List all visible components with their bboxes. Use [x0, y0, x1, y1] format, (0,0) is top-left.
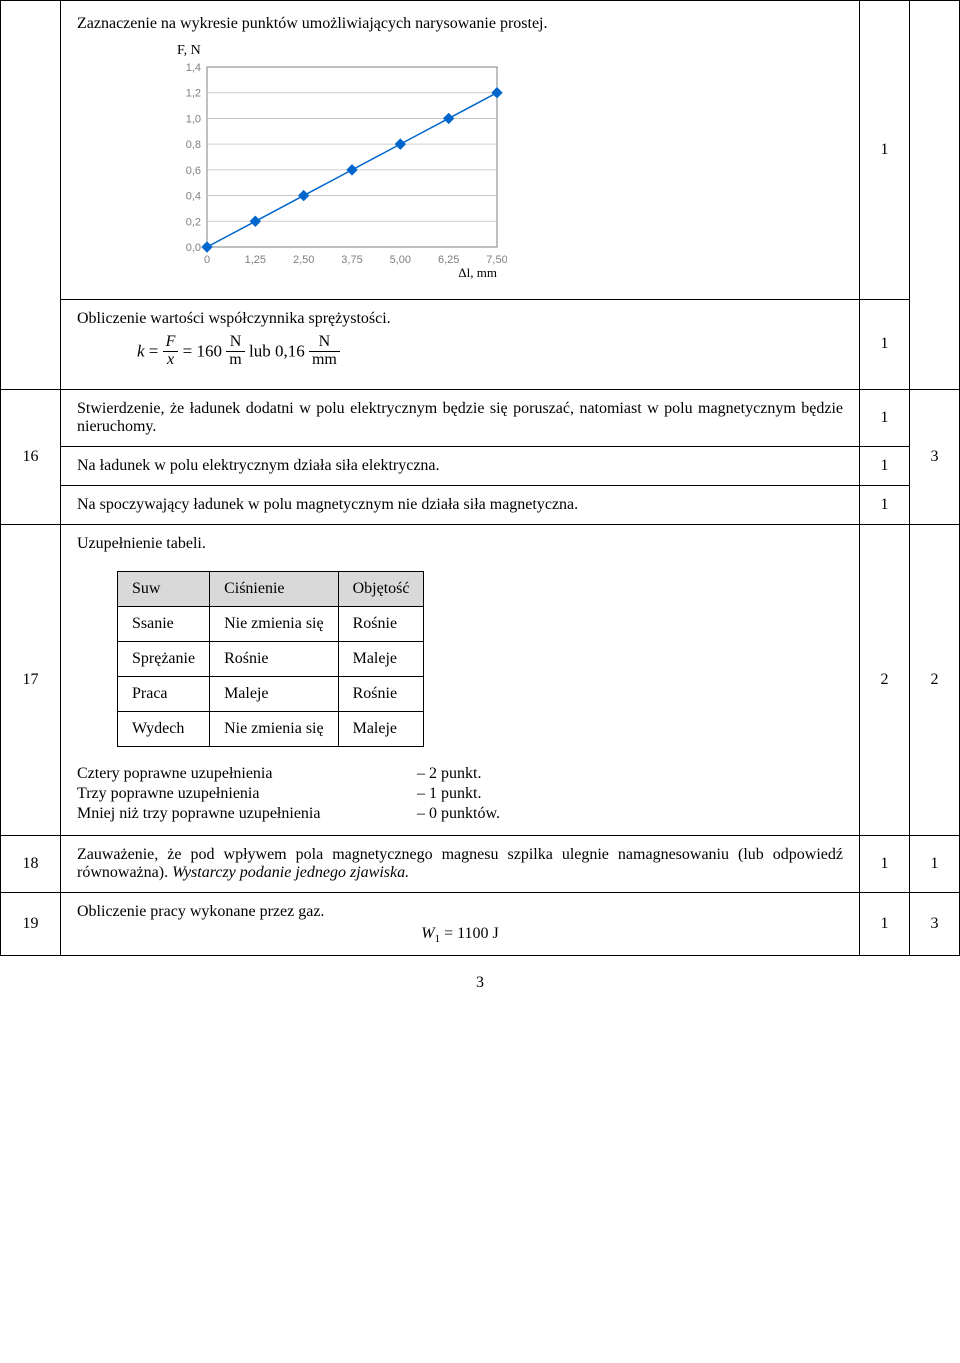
table-header: Objętość	[338, 571, 424, 606]
svg-text:6,25: 6,25	[438, 254, 459, 266]
table-cell: Wydech	[118, 711, 210, 746]
table-cell: Rośnie	[338, 676, 424, 711]
points-sub: 1	[860, 485, 910, 524]
y-axis-label: F, N	[177, 43, 803, 59]
row-number: 19	[1, 892, 61, 955]
points-sub: 1	[860, 446, 910, 485]
scoring-row: Trzy poprawne uzupełnienia– 1 punkt.	[77, 785, 843, 803]
scoring-row: Mniej niż trzy poprawne uzupełnienia– 0 …	[77, 805, 843, 823]
points-sub: 2	[860, 524, 910, 835]
engine-cycle-table: SuwCiśnienieObjętośćSsanieNie zmienia si…	[117, 571, 424, 747]
scoring-value: – 0 punktów.	[417, 805, 500, 823]
table-cell: Nie zmienia się	[210, 606, 339, 641]
points-total-blank	[910, 1, 960, 390]
svg-text:1,25: 1,25	[245, 254, 266, 266]
content-chart: Zaznaczenie na wykresie punktów umożliwi…	[61, 1, 860, 300]
content-17: Uzupełnienie tabeli. SuwCiśnienieObjętoś…	[61, 524, 860, 835]
grading-table: Zaznaczenie na wykresie punktów umożliwi…	[0, 0, 960, 956]
table-cell: Maleje	[210, 676, 339, 711]
points-sub: 1	[860, 1, 910, 300]
points-sub: 1	[860, 300, 910, 390]
svg-text:0,6: 0,6	[186, 165, 201, 177]
points-sub: 1	[860, 892, 910, 955]
svg-text:0,0: 0,0	[186, 242, 201, 254]
table-cell: Nie zmienia się	[210, 711, 339, 746]
formula-caption: Obliczenie wartości współczynnika spręży…	[77, 310, 843, 328]
points-sub: 1	[860, 389, 910, 446]
scoring-block: Cztery poprawne uzupełnienia– 2 punkt.Tr…	[77, 765, 843, 823]
svg-text:1,4: 1,4	[186, 62, 201, 74]
svg-text:Δl, mm: Δl, mm	[458, 265, 497, 279]
points-total: 3	[910, 892, 960, 955]
chart-caption: Zaznaczenie na wykresie punktów umożliwi…	[77, 15, 843, 33]
scoring-label: Mniej niż trzy poprawne uzupełnienia	[77, 805, 417, 823]
points-total: 3	[910, 389, 960, 524]
points-sub: 1	[860, 835, 910, 892]
row-number: 17	[1, 524, 61, 835]
table-header: Ciśnienie	[210, 571, 339, 606]
points-total: 1	[910, 835, 960, 892]
table-cell: Ssanie	[118, 606, 210, 641]
svg-text:0,2: 0,2	[186, 216, 201, 228]
table-header: Suw	[118, 571, 210, 606]
scoring-row: Cztery poprawne uzupełnienia– 2 punkt.	[77, 765, 843, 783]
svg-text:0: 0	[204, 254, 210, 266]
scoring-value: – 2 punkt.	[417, 765, 481, 783]
table-cell: Maleje	[338, 641, 424, 676]
scoring-label: Trzy poprawne uzupełnienia	[77, 785, 417, 803]
points-total: 2	[910, 524, 960, 835]
spring-formula: k = Fx = 160 Nm lub 0,16 Nmm	[137, 334, 843, 369]
svg-text:5,00: 5,00	[390, 254, 411, 266]
row-number-blank	[1, 1, 61, 390]
table-cell: Praca	[118, 676, 210, 711]
table-cell: Maleje	[338, 711, 424, 746]
table-intro: Uzupełnienie tabeli.	[77, 535, 843, 553]
table-cell: Rośnie	[210, 641, 339, 676]
svg-text:1,2: 1,2	[186, 88, 201, 100]
scoring-label: Cztery poprawne uzupełnienia	[77, 765, 417, 783]
content-19: Obliczenie pracy wykonane przez gaz. W1 …	[61, 892, 860, 955]
content-16b: Na ładunek w polu elektrycznym działa si…	[61, 446, 860, 485]
page-number: 3	[0, 974, 960, 992]
row-number: 16	[1, 389, 61, 524]
table-cell: Sprężanie	[118, 641, 210, 676]
svg-text:0,4: 0,4	[186, 191, 201, 203]
work-caption: Obliczenie pracy wykonane przez gaz.	[77, 903, 843, 921]
scoring-value: – 1 punkt.	[417, 785, 481, 803]
content-16c: Na spoczywający ładunek w polu magnetycz…	[61, 485, 860, 524]
svg-text:0,8: 0,8	[186, 139, 201, 151]
work-equation: W1 = 1100 J	[77, 925, 843, 945]
svg-text:1,0: 1,0	[186, 113, 201, 125]
table-cell: Rośnie	[338, 606, 424, 641]
svg-text:3,75: 3,75	[341, 254, 362, 266]
content-16a: Stwierdzenie, że ładunek dodatni w polu …	[61, 389, 860, 446]
svg-text:2,50: 2,50	[293, 254, 314, 266]
content-18: Zauważenie, że pod wpływem pola magnetyc…	[61, 835, 860, 892]
content-formula: Obliczenie wartości współczynnika spręży…	[61, 300, 860, 390]
line-chart: 0,0 0,2 0,4 0,6 0,8 1,0 1,2 1,4 0 1,25 2,50 3,75 5,0…	[167, 59, 507, 279]
row-number: 18	[1, 835, 61, 892]
